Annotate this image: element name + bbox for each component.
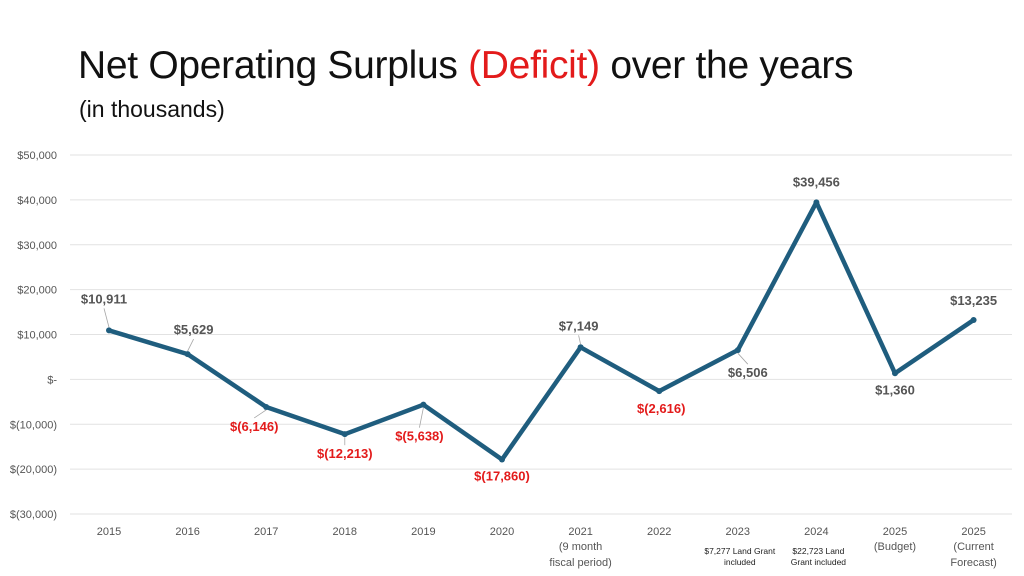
data-label: $1,360 <box>875 382 915 397</box>
data-point <box>892 370 898 377</box>
data-label: $(2,616) <box>637 401 685 416</box>
y-tick-label: $(20,000) <box>10 464 57 476</box>
x-tick-label: 2015 <box>97 526 121 538</box>
y-tick-label: $30,000 <box>17 240 57 252</box>
y-tick-label: $- <box>47 374 57 386</box>
data-label: $13,235 <box>950 293 997 308</box>
data-label: $6,506 <box>728 365 768 380</box>
data-label-leader <box>737 352 749 365</box>
data-point <box>499 456 505 463</box>
data-point <box>813 199 820 206</box>
x-tick-label: 2025 <box>883 526 907 538</box>
x-tick-label: 2023 <box>726 526 750 538</box>
x-tick-label: 2024 <box>804 526 828 538</box>
data-point <box>184 351 191 358</box>
x-tick-label: 2022 <box>647 526 671 538</box>
data-label: $5,629 <box>174 322 214 337</box>
data-label-leader <box>419 407 424 428</box>
x-tick-label: 2017 <box>254 526 278 538</box>
x-tick-label: 2019 <box>411 526 435 538</box>
x-tick-note: $22,723 Land <box>792 546 844 556</box>
y-tick-label: $(30,000) <box>10 509 57 521</box>
chart-title: Net Operating Surplus (Deficit) over the… <box>78 44 854 88</box>
x-tick-sublabel: (Current <box>953 541 993 553</box>
data-label: $7,149 <box>559 318 599 333</box>
x-tick-label: 2018 <box>333 526 357 538</box>
x-tick-note: Grant included <box>791 557 847 567</box>
x-tick-label: 2025 <box>961 526 985 538</box>
data-point <box>263 403 270 410</box>
data-point <box>577 344 584 351</box>
data-label: $(6,146) <box>230 419 278 434</box>
title-deficit: (Deficit) <box>468 44 600 87</box>
data-label: $(12,213) <box>317 446 373 461</box>
data-point <box>656 388 663 395</box>
x-tick-label: 2016 <box>175 526 199 538</box>
data-point <box>341 431 348 438</box>
data-label-leader <box>578 335 581 345</box>
y-tick-label: $10,000 <box>17 330 57 342</box>
y-tick-label: $20,000 <box>17 285 57 297</box>
y-tick-label: $50,000 <box>17 150 57 162</box>
data-label-leader <box>187 338 194 352</box>
data-label: $10,911 <box>81 291 127 306</box>
x-tick-sublabel: (Budget) <box>874 541 916 553</box>
x-tick-label: 2021 <box>568 526 592 538</box>
data-point <box>106 327 112 334</box>
data-point <box>970 316 977 323</box>
y-tick-label: $(10,000) <box>10 419 57 431</box>
title-main: Net Operating Surplus <box>78 44 458 87</box>
data-point <box>420 401 427 408</box>
x-tick-note: included <box>724 557 756 567</box>
data-label: $39,456 <box>793 174 840 189</box>
data-label-leader <box>253 409 267 419</box>
y-tick-label: $40,000 <box>17 195 57 207</box>
data-label: $(17,860) <box>474 469 530 484</box>
series-line <box>106 200 976 462</box>
x-tick-note: $7,277 Land Grant <box>704 546 776 556</box>
x-tick-sublabel: fiscal period) <box>549 557 611 569</box>
data-label: $(5,638) <box>395 429 443 444</box>
x-tick-label: 2020 <box>490 526 514 538</box>
chart-subtitle: (in thousands) <box>79 96 225 122</box>
title-rest: over the years <box>610 44 854 87</box>
x-tick-sublabel: Forecast) <box>950 557 996 569</box>
data-point <box>734 347 741 354</box>
data-label-leader <box>103 308 110 328</box>
x-tick-sublabel: (9 month <box>559 541 602 553</box>
